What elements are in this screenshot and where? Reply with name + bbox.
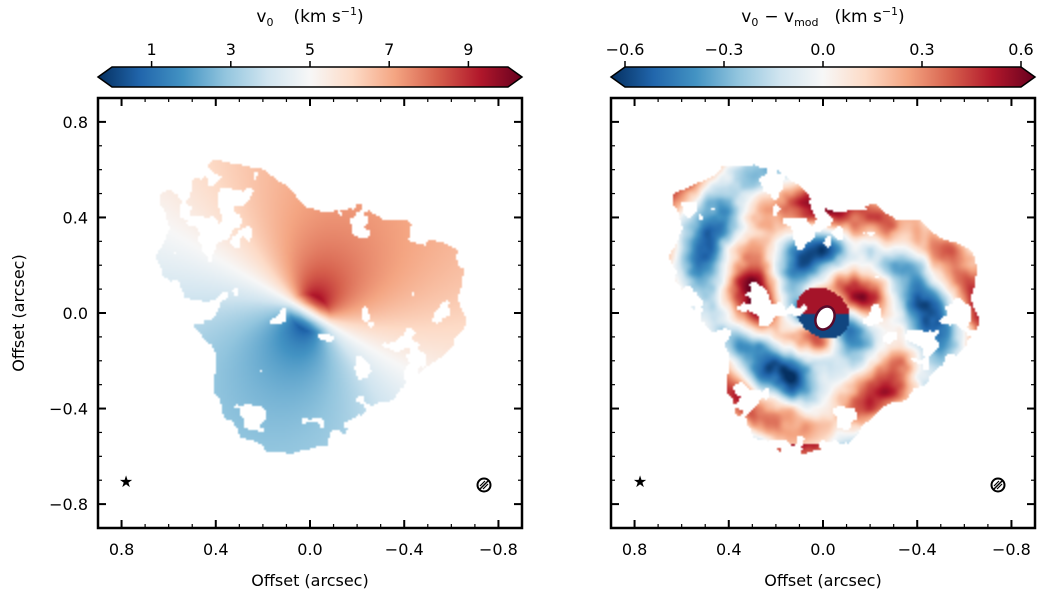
colorbar-tick-label: 0.6 bbox=[1008, 40, 1033, 59]
colorbar-title: v0− vmod (km s−1) bbox=[741, 5, 904, 29]
star-icon: ★ bbox=[633, 472, 647, 491]
center-mask bbox=[814, 305, 836, 331]
beam-icon bbox=[476, 477, 492, 493]
y-tick-label: 0.8 bbox=[63, 113, 88, 132]
colorbar-ticks: 1 3 5 7 9 bbox=[147, 40, 473, 67]
colorbar-tick-label: −0.6 bbox=[606, 40, 645, 59]
panel-velocity: v0 (km s−1) 1 3 5 7 9 0.8 0.4 0.0 −0.4 −0.8 0.8 0.4… bbox=[9, 5, 524, 590]
colorbar-tick-label: 9 bbox=[463, 40, 473, 59]
y-tick-label: −0.4 bbox=[49, 400, 88, 419]
heatmap-image bbox=[98, 98, 522, 528]
y-tick-label: −0.8 bbox=[49, 495, 88, 514]
beam-icon bbox=[990, 477, 1006, 493]
x-tick-label: −0.4 bbox=[898, 540, 937, 559]
x-tick-label: 0.0 bbox=[297, 540, 322, 559]
colorbar-tick-label: 7 bbox=[384, 40, 394, 59]
axes: 0.8 0.4 0.0 −0.4 −0.8 0.8 0.4 0.0 −0.4 −0.8 bbox=[49, 97, 523, 559]
x-tick-label: 0.4 bbox=[716, 540, 741, 559]
x-axis-label: Offset (arcsec) bbox=[764, 571, 881, 590]
colorbar-tick-label: 5 bbox=[305, 40, 315, 59]
y-axis-label: Offset (arcsec) bbox=[9, 254, 28, 371]
x-tick-label: −0.8 bbox=[992, 540, 1031, 559]
colorbar bbox=[96, 66, 524, 88]
x-axis-label: Offset (arcsec) bbox=[251, 571, 368, 590]
colorbar-tick-label: 0.0 bbox=[810, 40, 835, 59]
colorbar-tick-label: 3 bbox=[226, 40, 236, 59]
colorbar-ticks: −0.6 −0.3 0.0 0.3 0.6 bbox=[606, 40, 1034, 67]
colorbar-tick-label: 1 bbox=[147, 40, 157, 59]
x-tick-label: −0.8 bbox=[479, 540, 518, 559]
y-tick-label: 0.4 bbox=[63, 208, 88, 227]
colorbar-title: v0 (km s−1) bbox=[256, 5, 363, 29]
x-tick-label: 0.8 bbox=[109, 540, 134, 559]
x-tick-label: 0.8 bbox=[622, 540, 647, 559]
x-tick-label: 0.0 bbox=[810, 540, 835, 559]
colorbar-tick-label: −0.3 bbox=[705, 40, 744, 59]
panel-residual: v0− vmod (km s−1) −0.6 −0.3 0.0 0.3 0.6 0.8 0.… bbox=[606, 5, 1037, 590]
x-tick-label: −0.4 bbox=[385, 540, 424, 559]
star-icon: ★ bbox=[119, 472, 133, 491]
x-tick-label: 0.4 bbox=[203, 540, 228, 559]
colorbar bbox=[609, 66, 1037, 88]
axes: 0.8 0.4 0.0 −0.4 −0.8 bbox=[610, 97, 1036, 559]
colorbar-tick-label: 0.3 bbox=[909, 40, 934, 59]
y-tick-label: 0.0 bbox=[63, 304, 88, 323]
